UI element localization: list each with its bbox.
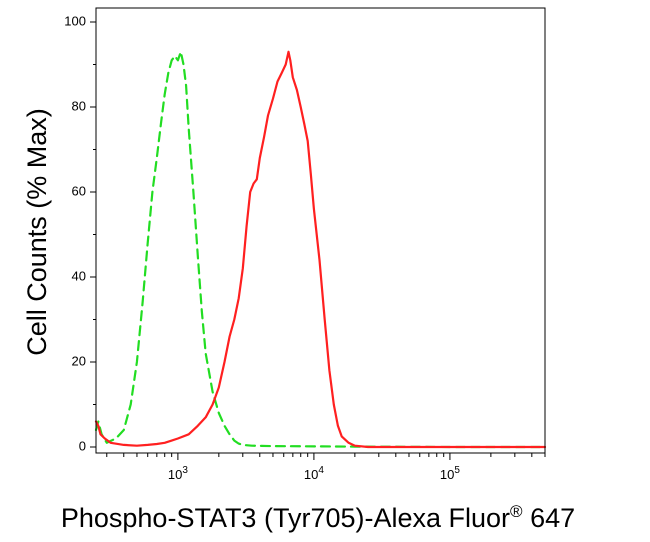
series-line-2 [94,50,547,449]
y-tick-label: 20 [72,353,86,368]
plot-frame [95,7,546,454]
x-tick-label: 105 [440,465,460,482]
x-tick-label-exponent: 5 [454,465,460,476]
x-tick-label-base: 10 [304,467,318,482]
x-axis-title: Phospho-STAT3 (Tyr705)-Alexa Fluor® 647 [61,502,575,533]
series-line-1 [94,50,547,449]
x-axis-title-main: Phospho-STAT3 (Tyr705)-Alexa Fluor [61,503,510,533]
x-tick-label: 104 [304,465,324,482]
x-tick-label-exponent: 3 [182,465,188,476]
y-tick-label: 0 [79,438,86,453]
y-tick-label: 40 [72,268,86,283]
x-tick-label: 103 [168,465,188,482]
x-axis-title-space [523,503,531,533]
x-axis-title-registered: ® [510,502,523,521]
x-tick-label-base: 10 [440,467,454,482]
y-tick-label: 80 [72,98,86,113]
y-tick-label: 100 [64,13,86,28]
x-tick-label-base: 10 [168,467,182,482]
y-tick-label: 60 [72,183,86,198]
y-axis-title: Cell Counts (% Max) [22,108,52,356]
series-layer [94,50,547,449]
x-axis-title-suffix: 647 [530,503,575,533]
x-tick-label-exponent: 4 [318,465,324,476]
